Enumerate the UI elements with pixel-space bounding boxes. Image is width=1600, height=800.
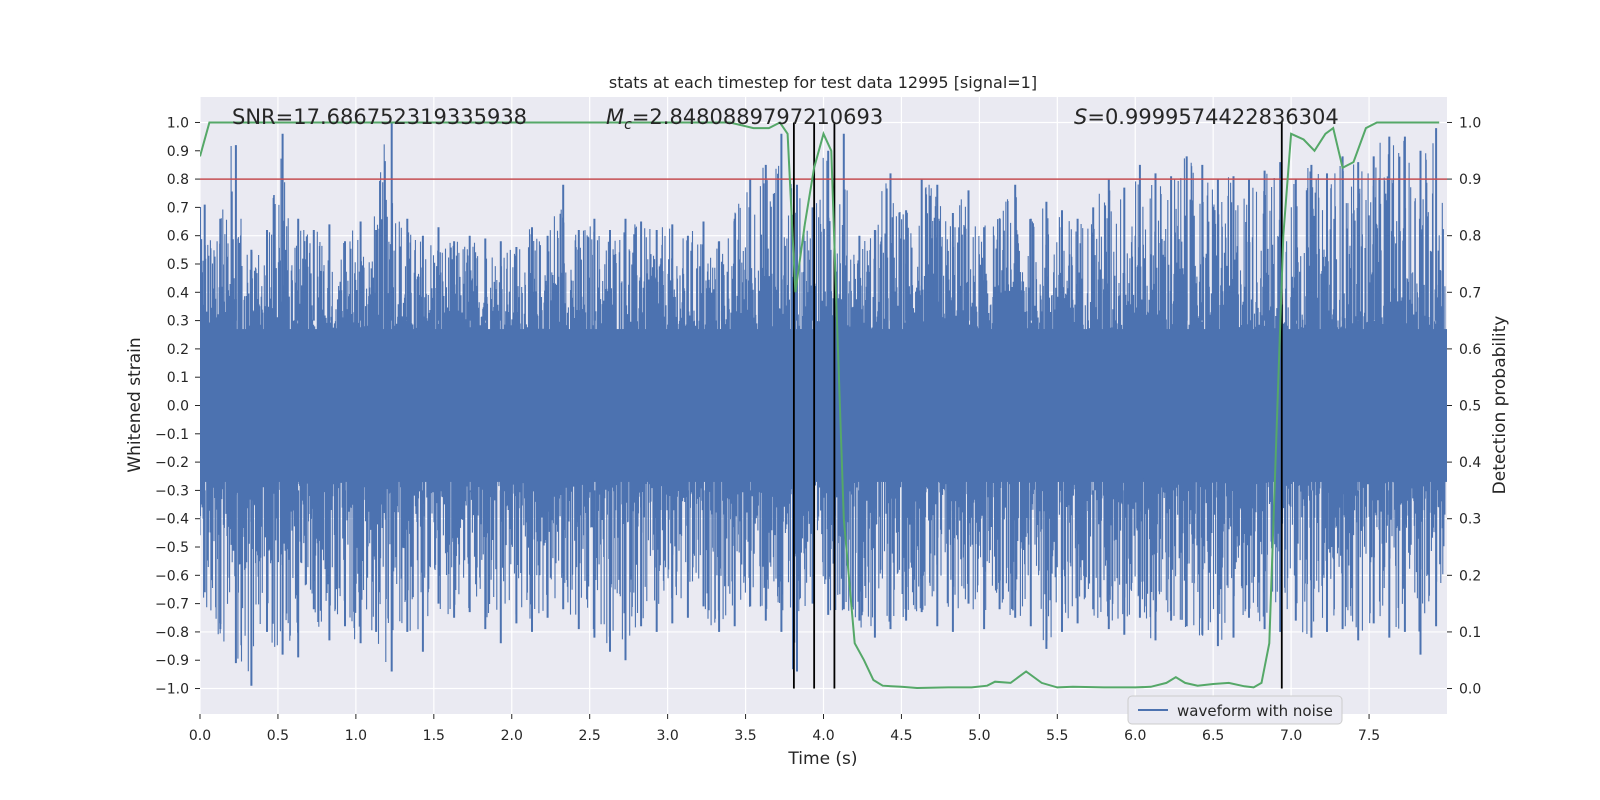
y-tick-label: 0.1 <box>167 370 189 386</box>
x-tick-label: 3.0 <box>656 728 678 744</box>
y2-tick-label: 0.8 <box>1459 229 1481 245</box>
y-tick-label: 0.8 <box>167 172 189 188</box>
x-tick-label: 7.0 <box>1280 728 1302 744</box>
stat-annotation: S=0.9999574422836304 <box>1074 105 1339 129</box>
y-tick-label: −0.6 <box>155 568 189 584</box>
chart-title: stats at each timestep for test data 129… <box>609 73 1037 92</box>
y-tick-label: 0.7 <box>167 200 189 216</box>
y-tick-label: 0.9 <box>167 144 189 160</box>
x-tick-label: 4.0 <box>812 728 834 744</box>
y-tick-label: 0.0 <box>167 399 189 415</box>
y2-tick-label: 0.6 <box>1459 342 1481 358</box>
y2-tick-label: 0.9 <box>1459 172 1481 188</box>
y2-tick-label: 1.0 <box>1459 115 1481 131</box>
y-tick-label: −0.4 <box>155 512 189 528</box>
x-tick-label: 7.5 <box>1358 728 1380 744</box>
x-tick-label: 5.0 <box>968 728 990 744</box>
x-tick-label: 6.0 <box>1124 728 1146 744</box>
y2-tick-label: 0.2 <box>1459 568 1481 584</box>
y-tick-label: −0.7 <box>155 597 189 613</box>
x-tick-label: 1.5 <box>423 728 445 744</box>
waveform-line <box>200 140 1446 672</box>
chirp-mass-symbol: M <box>606 105 624 129</box>
y2-tick-label: 0.5 <box>1459 399 1481 415</box>
stat-symbol: S <box>1074 105 1087 129</box>
legend: waveform with noise <box>1127 695 1343 725</box>
y2-tick-label: 0.7 <box>1459 285 1481 301</box>
detection-probability-line <box>200 121 1440 690</box>
y-tick-label: 0.3 <box>167 314 189 330</box>
x-tick-label: 1.0 <box>345 728 367 744</box>
y-tick-label: −0.3 <box>155 483 189 499</box>
y2-tick-label: 0.1 <box>1459 625 1481 641</box>
legend-label: waveform with noise <box>1177 702 1333 720</box>
y-tick-label: 0.2 <box>167 342 189 358</box>
x-tick-label: 2.5 <box>579 728 601 744</box>
y-tick-label: 0.6 <box>167 229 189 245</box>
x-tick-label: 0.5 <box>267 728 289 744</box>
y-tick-label: −0.9 <box>155 653 189 669</box>
x-tick-label: 6.5 <box>1202 728 1224 744</box>
y-tick-label: −0.5 <box>155 540 189 556</box>
chirp-mass-subscript: c <box>624 117 632 133</box>
x-tick-label: 2.0 <box>501 728 523 744</box>
y-tick-label: −0.1 <box>155 427 189 443</box>
chirp-mass-value: =2.8480889797210693 <box>632 105 883 129</box>
axis-ticks: 1.0 0.9 0.8 0.7 0.6 0.5 0.4 0.3 0.2 0.1 0.0 −0.1 −0.… <box>155 115 1481 744</box>
x-tick-label: 5.5 <box>1046 728 1068 744</box>
y2-tick-label: 0.4 <box>1459 455 1481 471</box>
y-tick-label: 0.5 <box>167 257 189 273</box>
snr-annotation: SNR=17.686752319335938 <box>232 105 527 129</box>
x-tick-label: 3.5 <box>734 728 756 744</box>
x-axis-label: Time (s) <box>787 749 857 769</box>
y-tick-label: −0.8 <box>155 625 189 641</box>
y-tick-label: −0.2 <box>155 455 189 471</box>
chirp-mass-annotation: Mc=2.8480889797210693 <box>606 105 883 133</box>
y-tick-label: 0.4 <box>167 285 189 301</box>
data-marks <box>200 121 1447 690</box>
y2-tick-label: 0.3 <box>1459 512 1481 528</box>
y-tick-label: 1.0 <box>167 115 189 131</box>
y2-axis-label: Detection probability <box>1490 316 1510 495</box>
y2-tick-label: 0.0 <box>1459 682 1481 698</box>
legend-box <box>1127 695 1343 725</box>
waveform-peaks <box>203 122 1438 686</box>
y-tick-label: −1.0 <box>155 682 189 698</box>
x-tick-label: 0.0 <box>189 728 211 744</box>
x-tick-label: 4.5 <box>890 728 912 744</box>
stat-value: =0.9999574422836304 <box>1087 105 1338 129</box>
y-axis-label: Whitened strain <box>125 337 145 472</box>
